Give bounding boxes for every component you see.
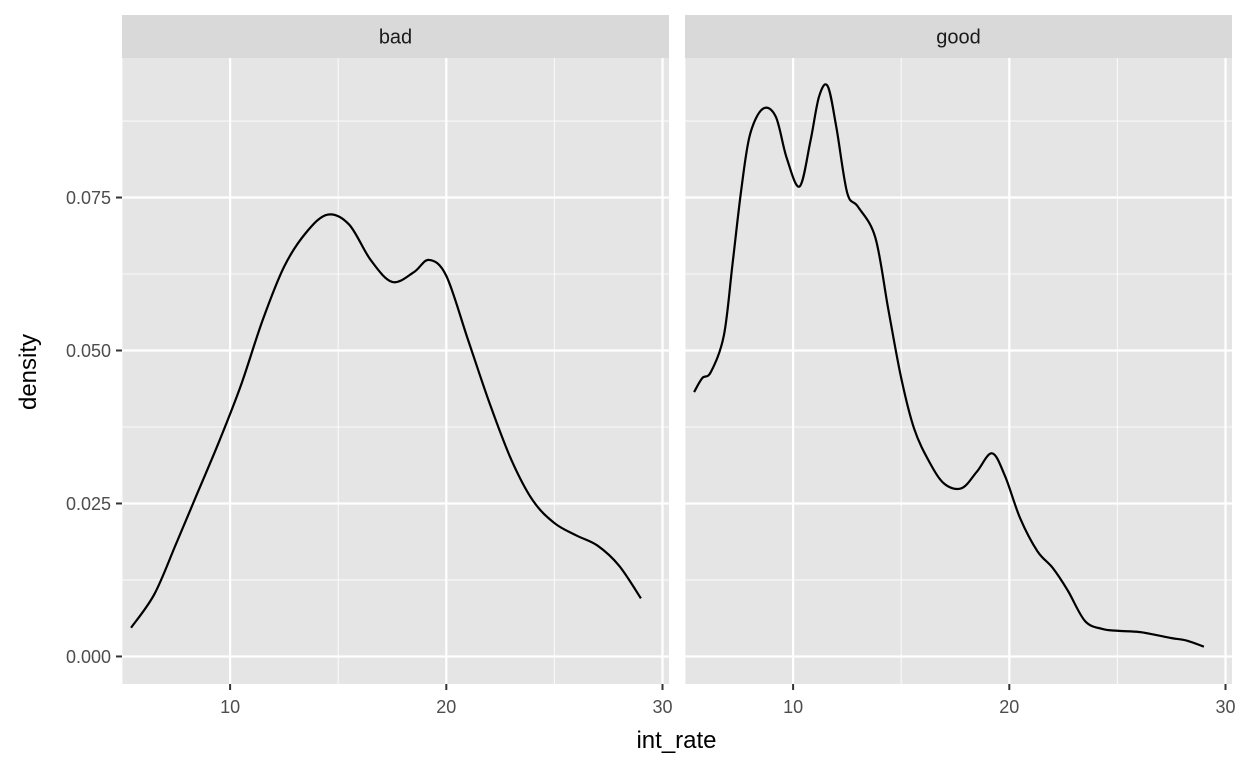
x-tick-label: 30 <box>652 697 672 717</box>
y-tick-label: 0.000 <box>66 647 111 667</box>
y-axis: 0.000 0.025 0.050 0.075 <box>66 188 122 667</box>
x-tick-label: 10 <box>220 697 240 717</box>
x-tick-label: 30 <box>1215 697 1235 717</box>
strip-bad <box>122 15 669 58</box>
y-tick-label: 0.025 <box>66 494 111 514</box>
y-tick-label: 0.075 <box>66 188 111 208</box>
panel-background <box>685 58 1232 684</box>
y-axis-title: density <box>15 334 42 410</box>
x-tick-label: 20 <box>999 697 1019 717</box>
strip-good <box>685 15 1232 58</box>
density-line-good <box>693 83 1205 648</box>
strip-label-bad: bad <box>379 27 412 49</box>
x-axis: 10 20 30 10 20 30 <box>220 684 1236 717</box>
panel-good: good <box>684 15 1232 684</box>
y-tick-label: 0.050 <box>66 341 111 361</box>
x-tick-label: 10 <box>783 697 803 717</box>
x-tick-label: 20 <box>436 697 456 717</box>
panel-background <box>122 58 669 684</box>
panels-layer: bad good <box>121 15 1232 684</box>
strip-label-good: good <box>936 27 981 49</box>
density-line-bad <box>130 213 642 629</box>
x-axis-title: int_rate <box>636 727 716 754</box>
panel-bad: bad <box>121 15 669 684</box>
